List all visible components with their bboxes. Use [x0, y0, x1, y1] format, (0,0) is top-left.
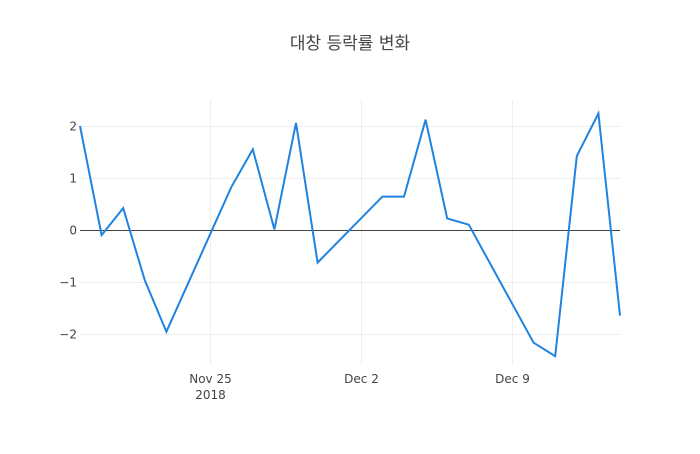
y-tick-label: 1 — [69, 172, 77, 186]
x-tick-label: Dec 2 — [344, 372, 379, 386]
x-tick-sublabel: 2018 — [195, 388, 226, 402]
axes: Nov 25 2018 Dec 2 Dec 9 2 1 0 −1 −2 — [59, 120, 620, 402]
y-tick-label: −1 — [59, 276, 77, 290]
chart-title: 대창 등락률 변화 — [290, 34, 411, 54]
gridlines — [80, 100, 620, 365]
plot-area[interactable] — [79, 110, 621, 358]
x-tick-label: Nov 25 — [189, 372, 232, 386]
y-tick-label: 2 — [69, 120, 77, 134]
series-line[interactable] — [79, 110, 621, 358]
y-tick-label: 0 — [69, 224, 77, 238]
y-tick-label: −2 — [59, 328, 77, 342]
x-tick-label: Dec 9 — [495, 372, 530, 386]
